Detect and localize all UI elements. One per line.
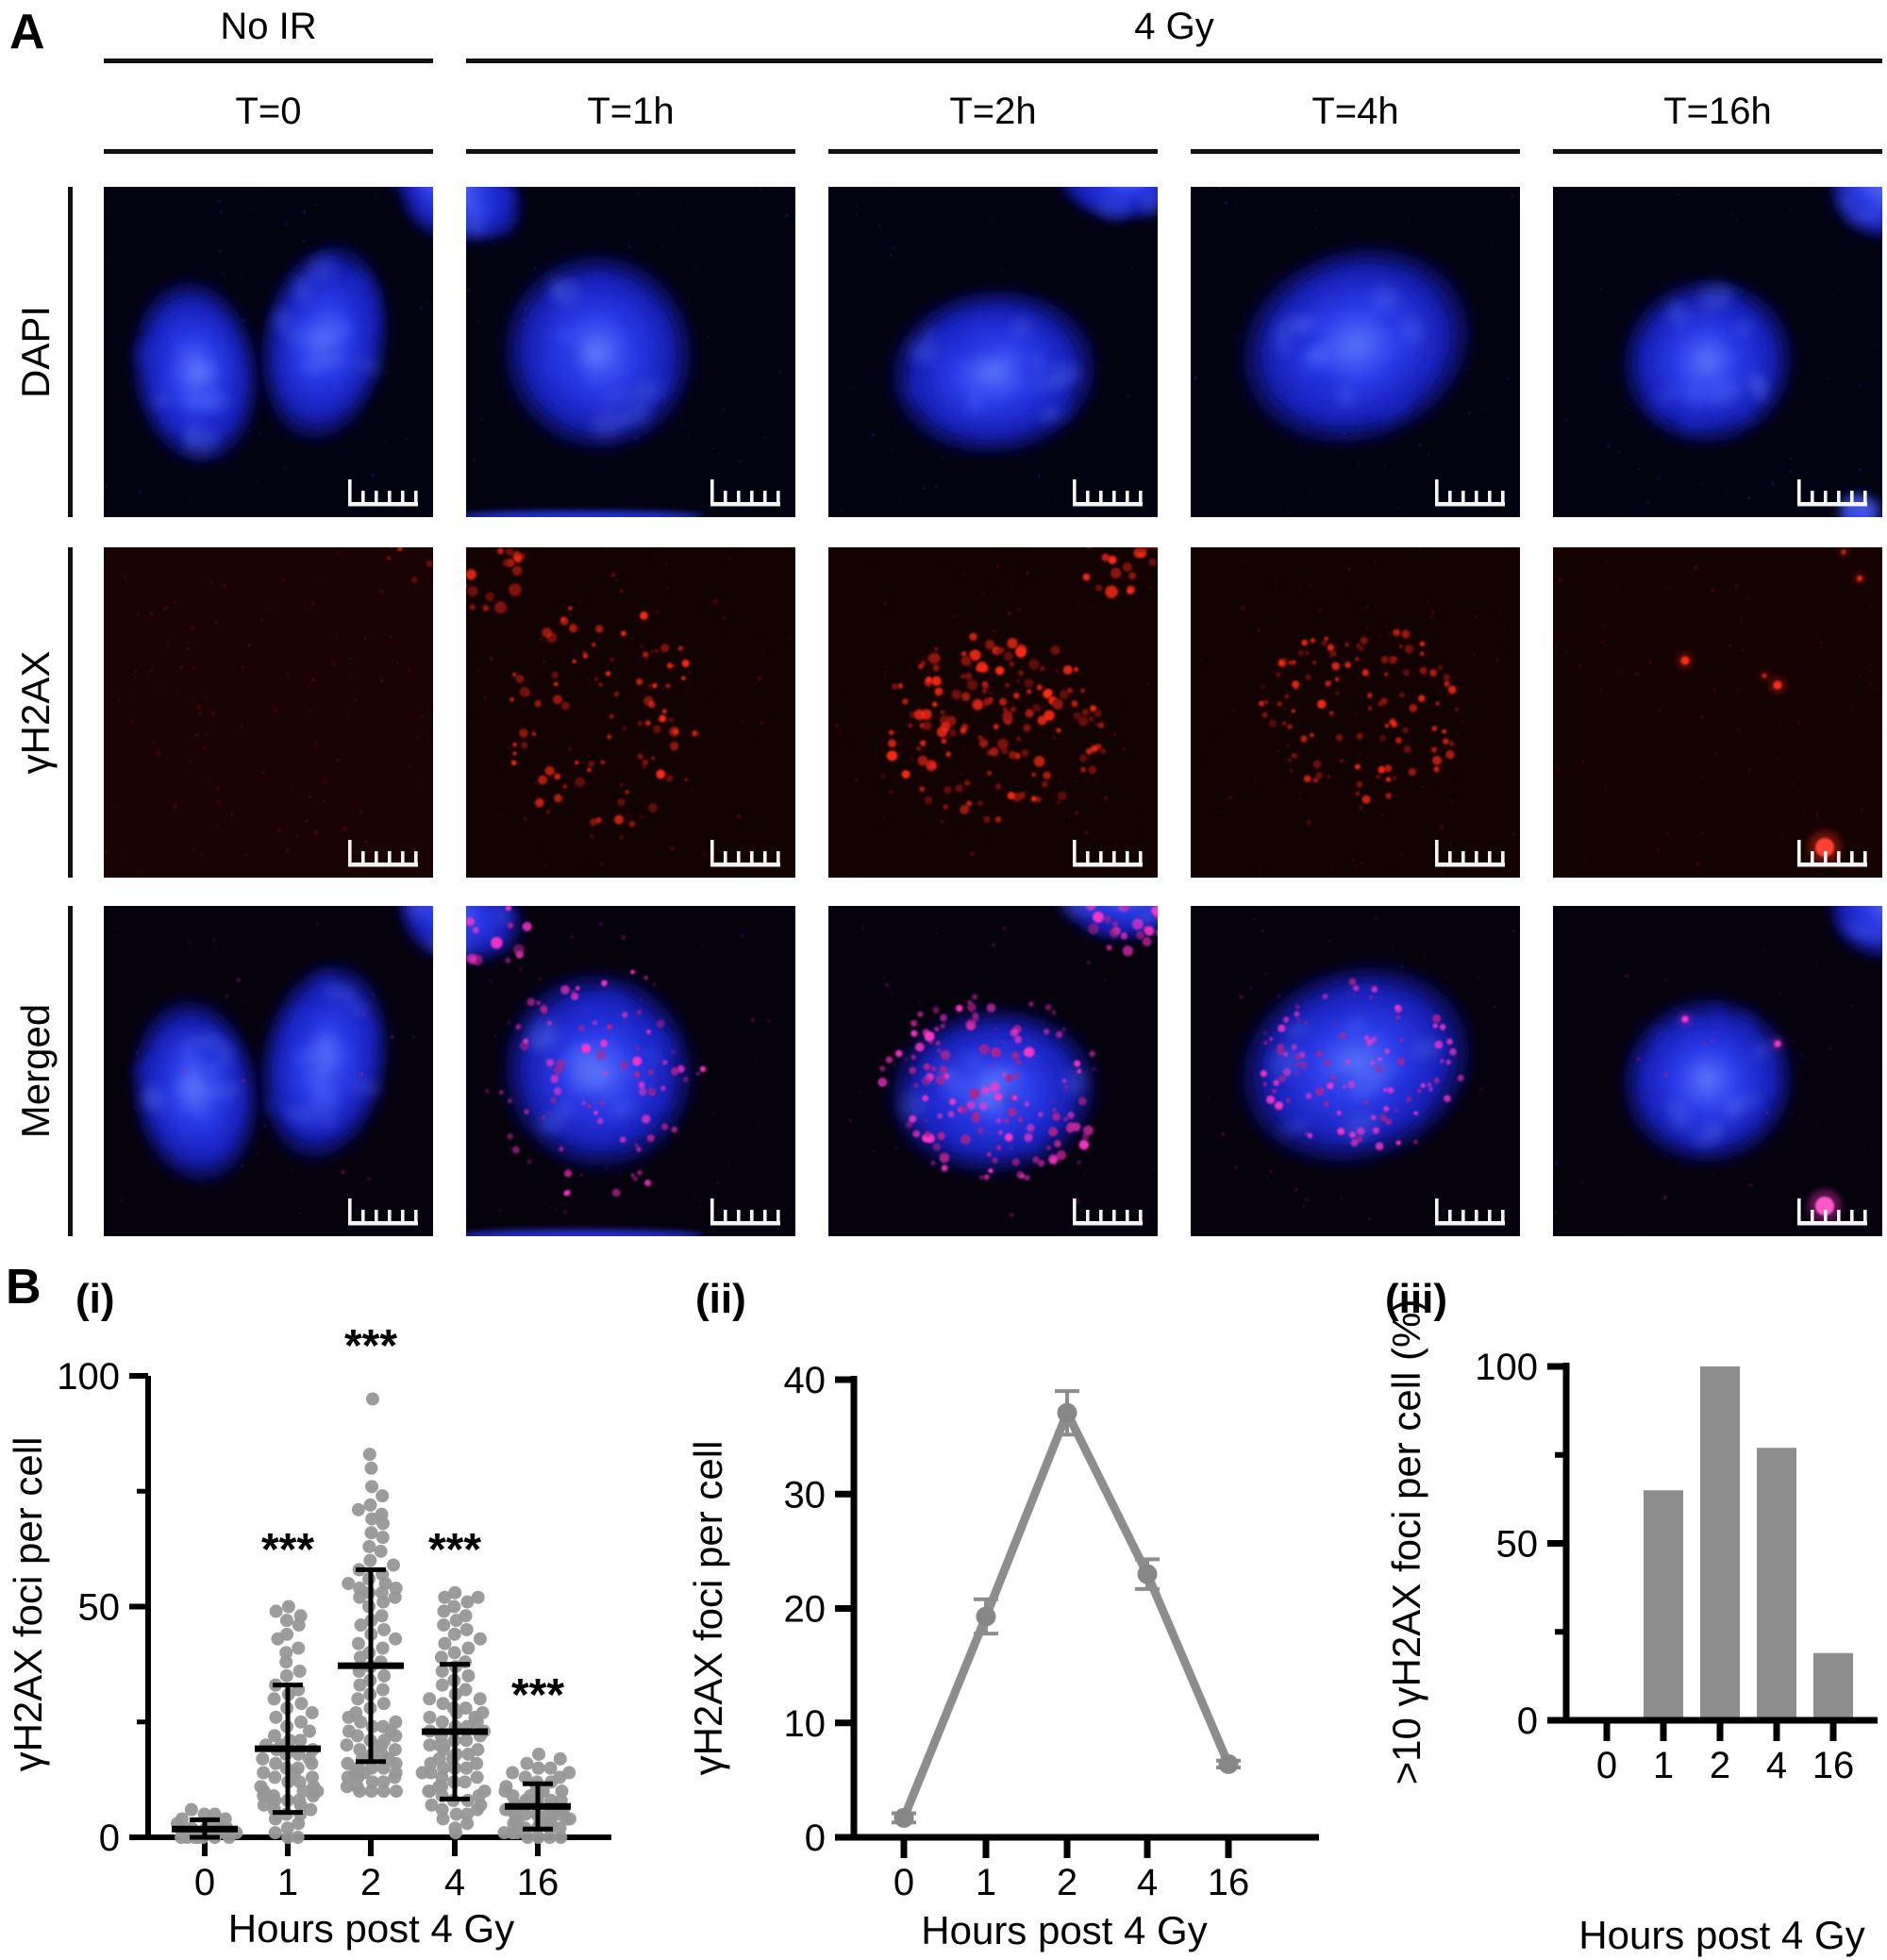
- micro-merged-t1: [466, 906, 795, 1236]
- micro-dapi-t0: [104, 187, 433, 517]
- timepoint-underline: [104, 149, 433, 154]
- micro-merged-t4: [1191, 906, 1520, 1236]
- micro-gh2ax-t2: [828, 547, 1158, 878]
- row-label-Merged: Merged: [13, 1003, 58, 1139]
- svg-text:0: 0: [194, 1862, 215, 1903]
- svg-text:0: 0: [893, 1862, 914, 1903]
- svg-text:γH2AX foci per cell: γH2AX foci per cell: [6, 1437, 50, 1772]
- timepoint-underline: [1191, 149, 1520, 154]
- scale-bar: [710, 840, 780, 867]
- micro-dapi-t1: [466, 187, 795, 517]
- micro-merged-t2: [828, 906, 1158, 1236]
- micro-gh2ax-t16: [1553, 547, 1882, 878]
- micro-gh2ax-t0: [104, 547, 433, 878]
- scale-bar: [1073, 1198, 1143, 1226]
- svg-text:***: ***: [344, 1321, 397, 1371]
- group-header-4gy: 4 Gy: [1134, 6, 1214, 47]
- subpanel-iii-label: (iii): [1385, 1276, 1447, 1322]
- scale-bar: [1435, 1198, 1505, 1226]
- svg-text:30: 30: [784, 1474, 827, 1516]
- micro-merged-t16: [1553, 906, 1882, 1236]
- row-label-rule: [68, 187, 73, 517]
- svg-text:0: 0: [805, 1818, 826, 1859]
- scale-bar: [1435, 479, 1505, 507]
- scale-bar: [1797, 840, 1867, 867]
- timepoint-label-T=1h: T=1h: [587, 91, 675, 132]
- svg-text:γH2AX foci per cell: γH2AX foci per cell: [686, 1441, 730, 1776]
- micro-dapi-t4: [1191, 187, 1520, 517]
- svg-text:***: ***: [511, 1670, 564, 1720]
- micro-gh2ax-t4: [1191, 547, 1520, 878]
- group-underline-4gy: [466, 59, 1882, 63]
- svg-text:16: 16: [517, 1862, 559, 1903]
- svg-text:40: 40: [784, 1360, 827, 1401]
- svg-text:50: 50: [78, 1587, 121, 1629]
- svg-text:2: 2: [360, 1862, 381, 1903]
- scale-bar: [1073, 479, 1143, 507]
- svg-text:1: 1: [277, 1862, 298, 1903]
- timepoint-label-T=16h: T=16h: [1663, 91, 1772, 132]
- row-label-DAPI: DAPI: [13, 305, 58, 399]
- scale-bar: [348, 479, 418, 507]
- scale-bar: [348, 1198, 418, 1226]
- row-label-rule: [68, 547, 73, 878]
- scale-bar: [348, 840, 418, 867]
- svg-text:1: 1: [1653, 1745, 1674, 1786]
- svg-text:0: 0: [99, 1818, 120, 1859]
- subpanel-ii-label: (ii): [695, 1276, 746, 1322]
- svg-text:4: 4: [1137, 1862, 1158, 1903]
- scale-bar: [1797, 479, 1867, 507]
- micro-gh2ax-t1: [466, 547, 795, 878]
- scale-bar: [1435, 840, 1505, 867]
- micro-merged-t0: [104, 906, 433, 1236]
- scale-bar: [710, 1198, 780, 1226]
- svg-text:2: 2: [1057, 1862, 1077, 1903]
- row-label-γH2AX: γH2AX: [13, 650, 58, 775]
- svg-text:Hours post 4 Gy: Hours post 4 Gy: [921, 1908, 1207, 1952]
- svg-text:0: 0: [1517, 1700, 1538, 1742]
- svg-text:Hours post 4 Gy: Hours post 4 Gy: [1578, 1913, 1864, 1957]
- svg-text:50: 50: [1496, 1524, 1539, 1566]
- scale-bar: [710, 479, 780, 507]
- panel-b-label: B: [6, 1260, 42, 1315]
- row-label-rule: [68, 906, 73, 1236]
- svg-text:1: 1: [976, 1862, 996, 1903]
- micro-dapi-t16: [1553, 187, 1882, 517]
- panel-a-label: A: [9, 5, 45, 59]
- svg-text:>10 γH2AX foci per cell (%): >10 γH2AX foci per cell (%): [1384, 1299, 1428, 1785]
- subpanel-i-label: (i): [75, 1276, 115, 1322]
- timepoint-underline: [828, 149, 1158, 154]
- group-header-no-ir: No IR: [220, 6, 317, 47]
- svg-text:16: 16: [1812, 1745, 1855, 1786]
- svg-text:20: 20: [784, 1589, 827, 1631]
- svg-text:***: ***: [428, 1525, 481, 1575]
- svg-text:4: 4: [1766, 1745, 1787, 1786]
- micro-dapi-t2: [828, 187, 1158, 517]
- svg-text:16: 16: [1208, 1862, 1250, 1903]
- svg-text:100: 100: [57, 1356, 120, 1398]
- svg-text:0: 0: [1596, 1745, 1617, 1786]
- timepoint-label-T=4h: T=4h: [1311, 91, 1399, 132]
- timepoint-underline: [1553, 149, 1882, 154]
- timepoint-underline: [466, 149, 795, 154]
- svg-text:100: 100: [1475, 1347, 1538, 1388]
- svg-text:***: ***: [261, 1525, 314, 1575]
- scale-bar: [1073, 840, 1143, 867]
- timepoint-label-T=0: T=0: [235, 91, 302, 132]
- timepoint-label-T=2h: T=2h: [949, 91, 1037, 132]
- svg-text:2: 2: [1710, 1745, 1730, 1786]
- svg-text:10: 10: [784, 1703, 827, 1745]
- svg-text:Hours post 4 Gy: Hours post 4 Gy: [228, 1906, 514, 1951]
- scale-bar: [1797, 1198, 1867, 1226]
- svg-text:4: 4: [444, 1862, 465, 1903]
- group-underline-no-ir: [104, 59, 433, 63]
